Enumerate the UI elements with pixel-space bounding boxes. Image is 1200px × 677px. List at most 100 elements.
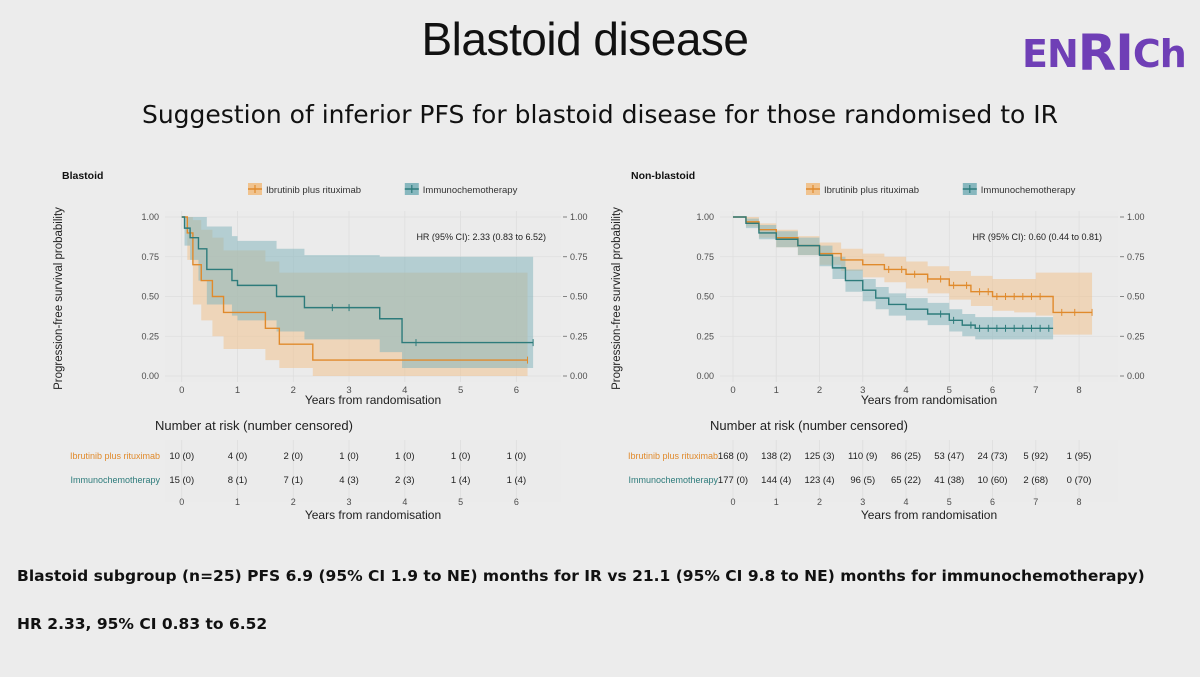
risk-row-label: Ibrutinib plus rituximab bbox=[70, 451, 160, 461]
footer-hr: HR 2.33, 95% CI 0.83 to 6.52 bbox=[17, 615, 268, 633]
ci-band-ic bbox=[181, 217, 534, 369]
risk-cell: 1 (0) bbox=[339, 451, 359, 462]
risk-x-tick-label: 3 bbox=[860, 497, 865, 507]
risk-row-label: Immunochemotherapy bbox=[70, 475, 160, 485]
logo-part-3: Ch bbox=[1132, 32, 1187, 76]
risk-cell: 2 (68) bbox=[1023, 475, 1048, 486]
legend-label: Ibrutinib plus rituximab bbox=[824, 185, 919, 196]
risk-cell: 123 (4) bbox=[804, 475, 834, 486]
y-tick-label: 0.00 bbox=[141, 371, 159, 381]
y-tick-label: 0.25 bbox=[696, 331, 714, 341]
risk-x-tick-label: 1 bbox=[235, 497, 240, 507]
risk-row-label: Ibrutinib plus rituximab bbox=[628, 451, 718, 461]
x-tick-label: 3 bbox=[346, 385, 351, 396]
y-tick-label-right: 0.25 bbox=[1127, 331, 1145, 341]
y-tick-label: 0.00 bbox=[696, 371, 714, 381]
x-axis-title: Years from randomisation bbox=[861, 393, 997, 407]
slide-subtitle: Suggestion of inferior PFS for blastoid … bbox=[141, 100, 1059, 129]
km-curve-ic bbox=[181, 216, 534, 344]
km-curve-ir bbox=[732, 216, 1093, 314]
x-tick-label: 6 bbox=[990, 385, 995, 396]
risk-table-background bbox=[720, 440, 1118, 502]
y-tick-label: 0.75 bbox=[696, 252, 714, 262]
risk-cell: 1 (95) bbox=[1067, 451, 1092, 462]
risk-cell: 1 (4) bbox=[451, 475, 471, 486]
y-tick-label-right: 0.75 bbox=[570, 252, 588, 262]
risk-cell: 24 (73) bbox=[977, 451, 1007, 462]
y-tick-label-right: 0.00 bbox=[570, 371, 588, 381]
risk-cell: 125 (3) bbox=[804, 451, 834, 462]
y-tick-label-right: 0.50 bbox=[570, 292, 588, 302]
risk-cell: 2 (3) bbox=[395, 475, 415, 486]
risk-x-tick-label: 2 bbox=[817, 497, 822, 507]
x-tick-label: 1 bbox=[235, 385, 240, 396]
panel-title: Non-blastoid bbox=[631, 170, 695, 182]
legend-label: Immunochemotherapy bbox=[981, 185, 1076, 196]
legend: Ibrutinib plus rituximab Immunochemothera… bbox=[806, 183, 1076, 196]
risk-cell: 1 (0) bbox=[507, 451, 527, 462]
risk-cell: 7 (1) bbox=[284, 475, 304, 486]
risk-cell: 4 (3) bbox=[339, 475, 359, 486]
risk-x-tick-label: 6 bbox=[514, 497, 519, 507]
risk-x-tick-label: 3 bbox=[347, 497, 352, 507]
slide-title: Blastoid disease bbox=[421, 13, 749, 65]
panel-blastoid: Blastoid Ibrutinib plus rituximab Immunoch… bbox=[53, 170, 588, 522]
hr-annotation: HR (95% CI): 0.60 (0.44 to 0.81) bbox=[972, 232, 1102, 242]
risk-cell: 86 (25) bbox=[891, 451, 921, 462]
risk-row-label: Immunochemotherapy bbox=[628, 475, 718, 485]
risk-cell: 177 (0) bbox=[718, 475, 748, 486]
risk-cell: 5 (92) bbox=[1023, 451, 1048, 462]
y-tick-label: 0.50 bbox=[141, 292, 159, 302]
risk-cell: 15 (0) bbox=[169, 475, 194, 486]
y-tick-label-right: 1.00 bbox=[1127, 212, 1145, 222]
km-curve-ic bbox=[732, 216, 1054, 329]
risk-cell: 4 (0) bbox=[228, 451, 248, 462]
risk-x-tick-label: 0 bbox=[179, 497, 184, 507]
y-tick-label: 0.50 bbox=[696, 292, 714, 302]
risk-cell: 138 (2) bbox=[761, 451, 791, 462]
risk-cell: 1 (4) bbox=[507, 475, 527, 486]
risk-cell: 10 (60) bbox=[977, 475, 1007, 486]
enrich-logo: ENRICh bbox=[1022, 24, 1187, 82]
risk-x-tick-label: 5 bbox=[458, 497, 463, 507]
y-tick-label-right: 0.75 bbox=[1127, 252, 1145, 262]
y-tick-label-right: 0.25 bbox=[570, 331, 588, 341]
logo-part-2: RI bbox=[1077, 24, 1134, 82]
risk-table-background bbox=[165, 440, 561, 502]
risk-cell: 110 (9) bbox=[848, 451, 877, 462]
y-tick-label-right: 0.00 bbox=[1127, 371, 1145, 381]
x-tick-label: 2 bbox=[291, 385, 296, 396]
x-axis-title: Years from randomisation bbox=[305, 393, 441, 407]
risk-x-tick-label: 5 bbox=[947, 497, 952, 507]
risk-x-axis-title: Years from randomisation bbox=[305, 508, 441, 522]
risk-cell: 168 (0) bbox=[718, 451, 748, 462]
risk-x-tick-label: 0 bbox=[730, 497, 735, 507]
panel-title: Blastoid bbox=[62, 170, 103, 182]
legend: Ibrutinib plus rituximab Immunochemothera… bbox=[248, 183, 518, 196]
y-axis-title: Progression-free survival probability bbox=[53, 207, 65, 390]
x-tick-label: 5 bbox=[947, 385, 952, 396]
risk-cell: 0 (70) bbox=[1067, 475, 1092, 486]
risk-cell: 53 (47) bbox=[934, 451, 964, 462]
risk-cell: 10 (0) bbox=[169, 451, 194, 462]
risk-cell: 41 (38) bbox=[934, 475, 964, 486]
risk-x-axis-title: Years from randomisation bbox=[861, 508, 997, 522]
risk-cell: 65 (22) bbox=[891, 475, 921, 486]
risk-cell: 1 (0) bbox=[395, 451, 415, 462]
x-tick-label: 5 bbox=[458, 385, 463, 396]
risk-cell: 1 (0) bbox=[451, 451, 471, 462]
logo-part-1: EN bbox=[1022, 32, 1079, 76]
risk-table-title: Number at risk (number censored) bbox=[710, 418, 908, 433]
y-tick-label: 0.25 bbox=[141, 331, 159, 341]
x-tick-label: 8 bbox=[1076, 385, 1081, 396]
y-tick-label: 0.75 bbox=[141, 252, 159, 262]
legend-label: Immunochemotherapy bbox=[423, 185, 518, 196]
x-tick-label: 0 bbox=[730, 385, 735, 396]
risk-cell: 2 (0) bbox=[284, 451, 304, 462]
y-tick-label-right: 1.00 bbox=[570, 212, 588, 222]
risk-table-title: Number at risk (number censored) bbox=[155, 418, 353, 433]
x-tick-label: 6 bbox=[514, 385, 519, 396]
y-tick-label: 1.00 bbox=[141, 212, 159, 222]
x-tick-label: 4 bbox=[402, 385, 407, 396]
risk-cell: 144 (4) bbox=[761, 475, 791, 486]
